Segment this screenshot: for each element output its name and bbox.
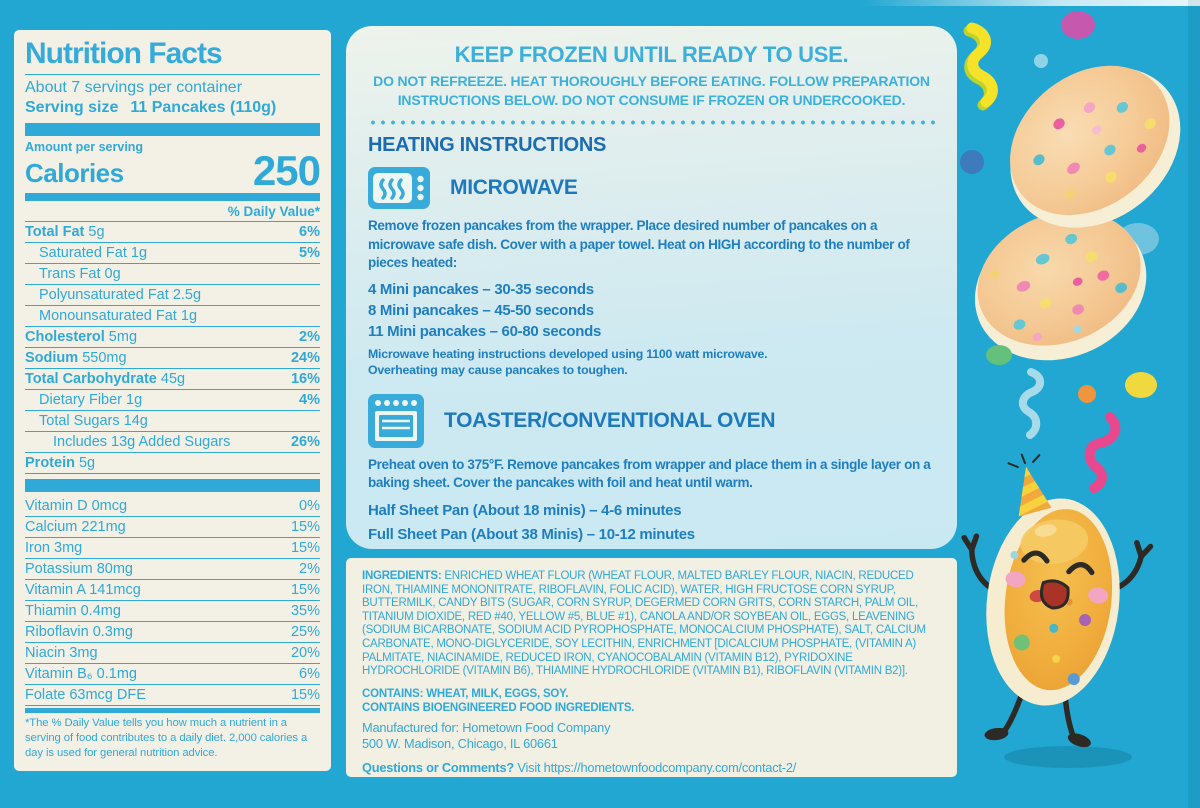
microwave-body: Remove frozen pancakes from the wrapper.… (368, 218, 910, 270)
hat-sparkle (1007, 453, 1041, 469)
nutrient-row: Sodium 550mg 24% (25, 348, 320, 369)
pancake-character (961, 453, 1154, 748)
daily-value-header: % Daily Value* (25, 201, 320, 222)
storage-notice: KEEP FROZEN UNTIL READY TO USE. DO NOT R… (366, 42, 937, 109)
vitamin-row: Thiamin 0.4mg 35% (25, 601, 320, 622)
nutrition-facts-panel: Nutrition Facts About 7 servings per con… (14, 30, 331, 771)
serving-size-row: Serving size 11 Pancakes (110g) (25, 98, 320, 118)
manufacturer-name: Manufactured for: Hometown Food Company (362, 719, 611, 735)
right-eye (1066, 562, 1095, 576)
bioengineered-statement: CONTAINS BIOENGINEERED FOOD INGREDIENTS. (362, 701, 635, 714)
yellow-streamer (963, 22, 998, 111)
nutrient-row: Saturated Fat 1g 5% (25, 243, 320, 264)
character-face (1005, 550, 1109, 610)
microwave-notes: Microwave heating instructions developed… (368, 346, 768, 377)
body-sprinkles (1010, 550, 1092, 686)
oven-time: Half Sheet Pan (About 18 minis) – 4-6 mi… (368, 501, 682, 519)
blue-confetti-dot (960, 150, 984, 174)
oven-time: Full Sheet Pan (About 38 Minis) – 10-12 … (368, 525, 695, 543)
oven-times: Half Sheet Pan (About 18 minis) – 4-6 mi… (368, 499, 937, 547)
nutrient-row: Trans Fat 0g (25, 264, 320, 285)
pancake-lower (974, 211, 1147, 361)
keep-frozen-headline: KEEP FROZEN UNTIL READY TO USE. (454, 42, 849, 67)
light-blue-confetti-dot (1034, 54, 1048, 68)
microwave-time: 4 Mini pancakes – 30-35 seconds (368, 280, 594, 298)
microwave-time: 8 Mini pancakes – 45-50 seconds (368, 301, 594, 319)
oven-icon (368, 393, 424, 448)
nutrient-row: Monounsaturated Fat 1g (25, 306, 320, 327)
left-eye (1021, 550, 1050, 564)
vitamin-row: Folate 63mcg DFE 15% (25, 685, 320, 706)
box-right-edge-shade (1188, 0, 1200, 808)
pale-blue-streamer (1018, 368, 1045, 439)
pink-streamer (1084, 412, 1121, 493)
microwave-times: 4 Mini pancakes – 30-35 seconds 8 Mini p… (368, 279, 937, 342)
serving-size-label: Serving size (25, 99, 119, 116)
character-foot (1067, 733, 1091, 748)
vitamin-row: Iron 3mg 15% (25, 538, 320, 559)
orange-confetti-dot (1078, 385, 1096, 403)
nutrient-row: Cholesterol 5mg 2% (25, 327, 320, 348)
vitamin-row: Potassium 80mg 2% (25, 559, 320, 580)
nutrient-row: Dietary Fiber 1g 4% (25, 390, 320, 411)
oven-body: Preheat oven to 375°F. Remove pancakes f… (368, 456, 931, 491)
ingredients-label: INGREDIENTS: (362, 570, 442, 582)
character-shadow (1004, 746, 1132, 768)
oven-title: TOASTER/CONVENTIONAL OVEN (444, 408, 776, 432)
glaze-highlight (1034, 524, 1057, 537)
calories-value: 250 (252, 147, 321, 194)
nutrient-row: Total Fat 5g 6% (25, 222, 320, 243)
heating-instructions-panel: KEEP FROZEN UNTIL READY TO USE. DO NOT R… (346, 26, 957, 549)
right-cheek (1088, 587, 1109, 604)
mouth (1039, 579, 1070, 610)
vitamin-row: Niacin 3mg 20% (25, 643, 320, 664)
nutrient-row: Total Carbohydrate 45g 16% (25, 369, 320, 390)
vitamin-row: Riboflavin 0.3mg 25% (25, 622, 320, 643)
magenta-confetti-dot (1061, 11, 1095, 39)
yellow-confetti-dot (1125, 372, 1157, 398)
divider-thick (25, 479, 320, 492)
divider-thick (25, 123, 320, 136)
nutrition-facts-title: Nutrition Facts (25, 37, 320, 75)
heating-instructions-title: HEATING INSTRUCTIONS (368, 134, 607, 156)
contains-statement: CONTAINS: WHEAT, MILK, EGGS, SOY. (362, 687, 569, 700)
servings-per-container: About 7 servings per container (25, 79, 243, 96)
divider-thin (25, 708, 320, 713)
nutrient-row: Total Sugars 14g (25, 411, 320, 432)
decorative-artwork (960, 11, 1181, 768)
box-top-edge-highlight (860, 0, 1200, 6)
vitamin-row: Vitamin B₆ 0.1mg 6% (25, 664, 320, 685)
dotted-divider (368, 120, 935, 125)
manufacturer-address: 500 W. Madison, Chicago, IL 60661 (362, 736, 558, 752)
calories-row: Calories 250 (25, 147, 321, 194)
vitamin-row: Calcium 221mg 15% (25, 517, 320, 538)
calories-label: Calories (25, 158, 124, 188)
vitamin-row: Vitamin D 0mcg 0% (25, 496, 320, 517)
microwave-section-header: MICROWAVE (368, 167, 937, 209)
nutrient-row: Protein 5g (25, 453, 320, 474)
ingredients-panel: INGREDIENTS: ENRICHED WHEAT FLOUR (WHEAT… (346, 558, 957, 777)
questions-line: Questions or Comments? Visit https://hom… (362, 759, 797, 775)
divider-medium (25, 193, 320, 201)
pancake-upper (1010, 65, 1181, 228)
serving-size-value: 11 Pancakes (110g) (130, 99, 277, 116)
storage-warning: DO NOT REFREEZE. HEAT THOROUGHLY BEFORE … (373, 73, 930, 108)
manufacturer-info: Manufactured for: Hometown Food Company … (362, 720, 941, 753)
vitamin-row: Vitamin A 141mcg 15% (25, 580, 320, 601)
microwave-title: MICROWAVE (450, 176, 578, 199)
oven-section-header: TOASTER/CONVENTIONAL OVEN (368, 393, 937, 448)
daily-value-footnote: *The % Daily Value tells you how much a … (25, 717, 308, 759)
ingredients-text: INGREDIENTS: ENRICHED WHEAT FLOUR (WHEAT… (362, 570, 926, 678)
left-cheek (1005, 571, 1026, 588)
nutrient-row: Includes 13g Added Sugars 26% (25, 432, 320, 453)
amount-per-serving-label: Amount per serving (25, 140, 144, 154)
microwave-icon (368, 167, 430, 209)
character-foot (984, 727, 1009, 741)
nutrient-row: Polyunsaturated Fat 2.5g (25, 285, 320, 306)
green-confetti-dot (986, 345, 1012, 365)
microwave-time: 11 Mini pancakes – 60-80 seconds (368, 322, 602, 340)
